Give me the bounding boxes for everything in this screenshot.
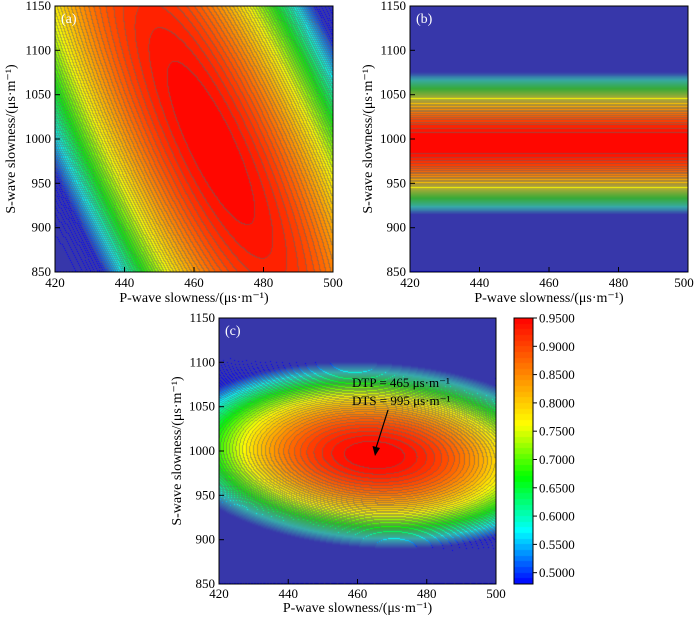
panel-c-xtick-label: 480	[417, 586, 437, 601]
panel-c: (c) DTP = 465 μs·m⁻¹ DTS = 995 μs·m⁻¹ 42…	[170, 310, 506, 616]
panel-a-heatmap	[55, 6, 333, 272]
panel-a-ytick-label: 950	[32, 175, 52, 190]
colorbar-tick-label: 0.6000	[539, 509, 575, 524]
colorbar: 0.9500 0.9000 0.8500 0.8000 0.7500 0.7000 0.65…	[513, 311, 575, 585]
panel-b-ytick-label: 1100	[380, 42, 406, 57]
colorbar-tick-label: 0.7500	[539, 424, 575, 439]
panel-c-xlabel: P-wave slowness/(μs·m⁻¹)	[283, 601, 433, 616]
panel-c-ytick-label: 950	[196, 487, 216, 502]
panel-c-label: (c)	[225, 324, 241, 339]
panel-c-ytick-label: 850	[196, 576, 216, 591]
panel-c-ytick-label: 1150	[189, 310, 215, 325]
colorbar-tick-label: 0.7000	[539, 452, 575, 467]
panel-c-ytick-label: 1000	[189, 443, 215, 458]
panel-c-yticks: 850 900 950 1000 1050 1100 1150	[189, 310, 224, 591]
panel-a-xlabel: P-wave slowness/(μs·m⁻¹)	[119, 291, 269, 306]
panel-b-ytick-label: 950	[387, 175, 407, 190]
panel-c-xticks: 420 440 460 480 500	[209, 579, 506, 601]
panel-b-xtick-label: 500	[674, 275, 694, 290]
panel-c-ytick-label: 1100	[189, 354, 215, 369]
panel-b: (b) 420 440 460 480 500 850 900 950 1000…	[361, 0, 694, 306]
panel-a-ytick-label: 1100	[25, 42, 51, 57]
panel-a-yticks: 850 900 950 1000 1050 1100 1150	[25, 0, 60, 279]
annotation-arrowhead	[372, 446, 380, 456]
panel-a-ytick-label: 1000	[25, 131, 51, 146]
colorbar-tick-label: 0.8500	[539, 367, 575, 382]
panel-a-xtick-label: 420	[45, 275, 65, 290]
panel-a-xticks: 420 440 460 480 500	[45, 267, 343, 290]
panel-c-xtick-label: 500	[486, 586, 506, 601]
panel-b-label: (b)	[416, 12, 433, 27]
panel-c-ytick-label: 900	[196, 532, 216, 547]
colorbar-tick-label: 0.5000	[539, 565, 575, 580]
colorbar-tick-label: 0.6500	[539, 480, 575, 495]
panel-b-ytick-label: 1150	[380, 0, 406, 13]
panel-b-ytick-label: 900	[387, 220, 407, 235]
panel-a-xtick-label: 480	[254, 275, 274, 290]
panel-a-ylabel: S-wave slowness/(μs·m⁻¹)	[4, 64, 19, 214]
panel-b-xticks: 420 440 460 480 500	[400, 267, 694, 290]
panel-b-xtick-label: 480	[609, 275, 629, 290]
panel-c-ylabel: S-wave slowness/(μs·m⁻¹)	[170, 376, 185, 526]
panel-c-xtick-label: 440	[279, 586, 299, 601]
panel-b-ytick-label: 1000	[380, 131, 406, 146]
colorbar-tick-label: 0.8000	[539, 395, 575, 410]
panel-b-xtick-label: 420	[400, 275, 420, 290]
panel-a-ytick-label: 850	[32, 264, 52, 279]
panel-b-ytick-label: 850	[387, 264, 407, 279]
panel-a-xtick-label: 440	[115, 275, 135, 290]
panel-a-label: (a)	[61, 12, 77, 27]
panel-a: (a) 420 440 460 480 500 850 900 950 1000…	[4, 0, 343, 306]
panel-c-ytick-label: 1050	[189, 399, 215, 414]
annotation-arrow	[375, 409, 389, 449]
colorbar-tick-label: 0.9500	[539, 311, 575, 326]
panel-a-ytick-label: 1150	[25, 0, 51, 13]
panel-c-heatmap	[219, 318, 496, 584]
colorbar-tick-label: 0.9000	[539, 339, 575, 354]
panel-b-ylabel: S-wave slowness/(μs·m⁻¹)	[361, 64, 376, 214]
annotation-dts: DTS = 995 μs·m⁻¹	[352, 393, 450, 408]
panel-b-xtick-label: 460	[539, 275, 559, 290]
colorbar-ticks: 0.9500 0.9000 0.8500 0.8000 0.7500 0.7000 0.65…	[533, 311, 575, 580]
annotation-dtp: DTP = 465 μs·m⁻¹	[352, 375, 450, 390]
colorbar-gradient	[514, 318, 533, 584]
colorbar-frame	[513, 317, 534, 585]
panel-b-yticks: 850 900 950 1000 1050 1100 1150	[380, 0, 415, 279]
panel-a-xtick-label: 500	[323, 275, 343, 290]
panel-c-xtick-label: 420	[209, 586, 229, 601]
panel-b-ytick-label: 1050	[380, 87, 406, 102]
panel-c-xtick-label: 460	[348, 586, 368, 601]
panel-b-xtick-label: 440	[470, 275, 490, 290]
colorbar-tick-label: 0.5500	[539, 537, 575, 552]
panel-a-ytick-label: 900	[32, 220, 52, 235]
panel-a-xtick-label: 460	[184, 275, 204, 290]
panel-a-ytick-label: 1050	[25, 87, 51, 102]
panel-b-xlabel: P-wave slowness/(μs·m⁻¹)	[474, 291, 624, 306]
panel-b-heatmap	[410, 6, 688, 272]
